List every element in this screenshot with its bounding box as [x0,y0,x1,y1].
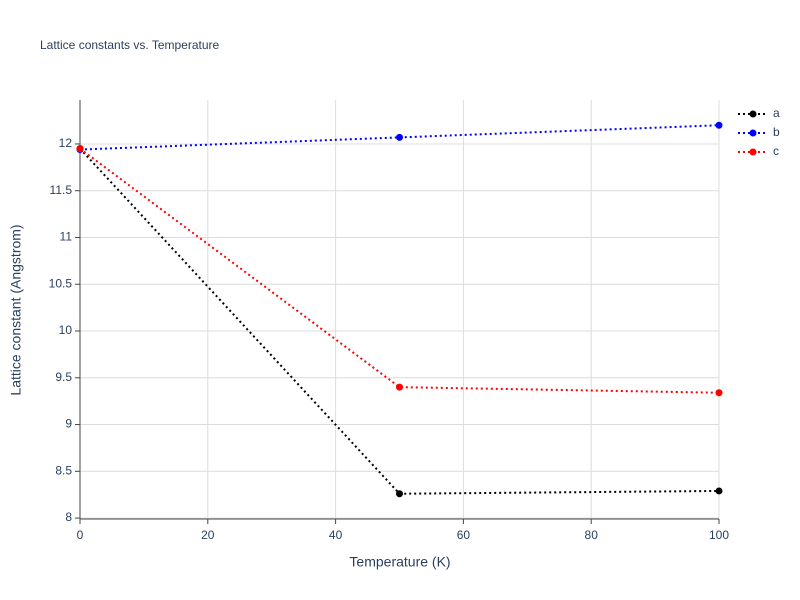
y-tick-label: 9 [65,417,72,431]
y-tick-label: 8.5 [55,463,72,477]
legend-label: b [773,125,780,139]
y-tick-label: 8 [65,510,72,524]
x-tick-label: 60 [457,528,471,542]
point [76,145,84,153]
legend-marker [749,129,757,137]
x-tick-label: 20 [201,528,215,542]
series-line [79,147,720,495]
y-tick-label: 10.5 [49,276,73,290]
legend-marker [749,148,757,156]
x-tick-label: 40 [329,528,343,542]
y-axis-title: Lattice constant (Angstrom) [8,224,24,395]
x-tick-label: 0 [77,528,84,542]
point [396,383,403,391]
y-tick-label: 9.5 [55,370,72,384]
x-tick-label: 100 [709,528,729,542]
series-line [79,124,720,151]
legend-label: c [773,144,779,158]
legend-marker [749,110,757,118]
point [396,133,403,141]
point [715,487,723,495]
chart-title: Lattice constants vs. Temperature [40,38,220,52]
series-line [79,147,720,394]
point [396,490,403,498]
point [715,389,723,397]
y-tick-label: 12 [59,136,73,150]
point [715,121,723,129]
y-tick-label: 11 [60,230,73,244]
y-tick-label: 10 [59,323,73,337]
x-axis-title: Temperature (K) [349,554,450,570]
x-tick-label: 80 [585,528,599,542]
y-tick-label: 11.5 [50,183,73,197]
legend-label: a [773,106,780,120]
